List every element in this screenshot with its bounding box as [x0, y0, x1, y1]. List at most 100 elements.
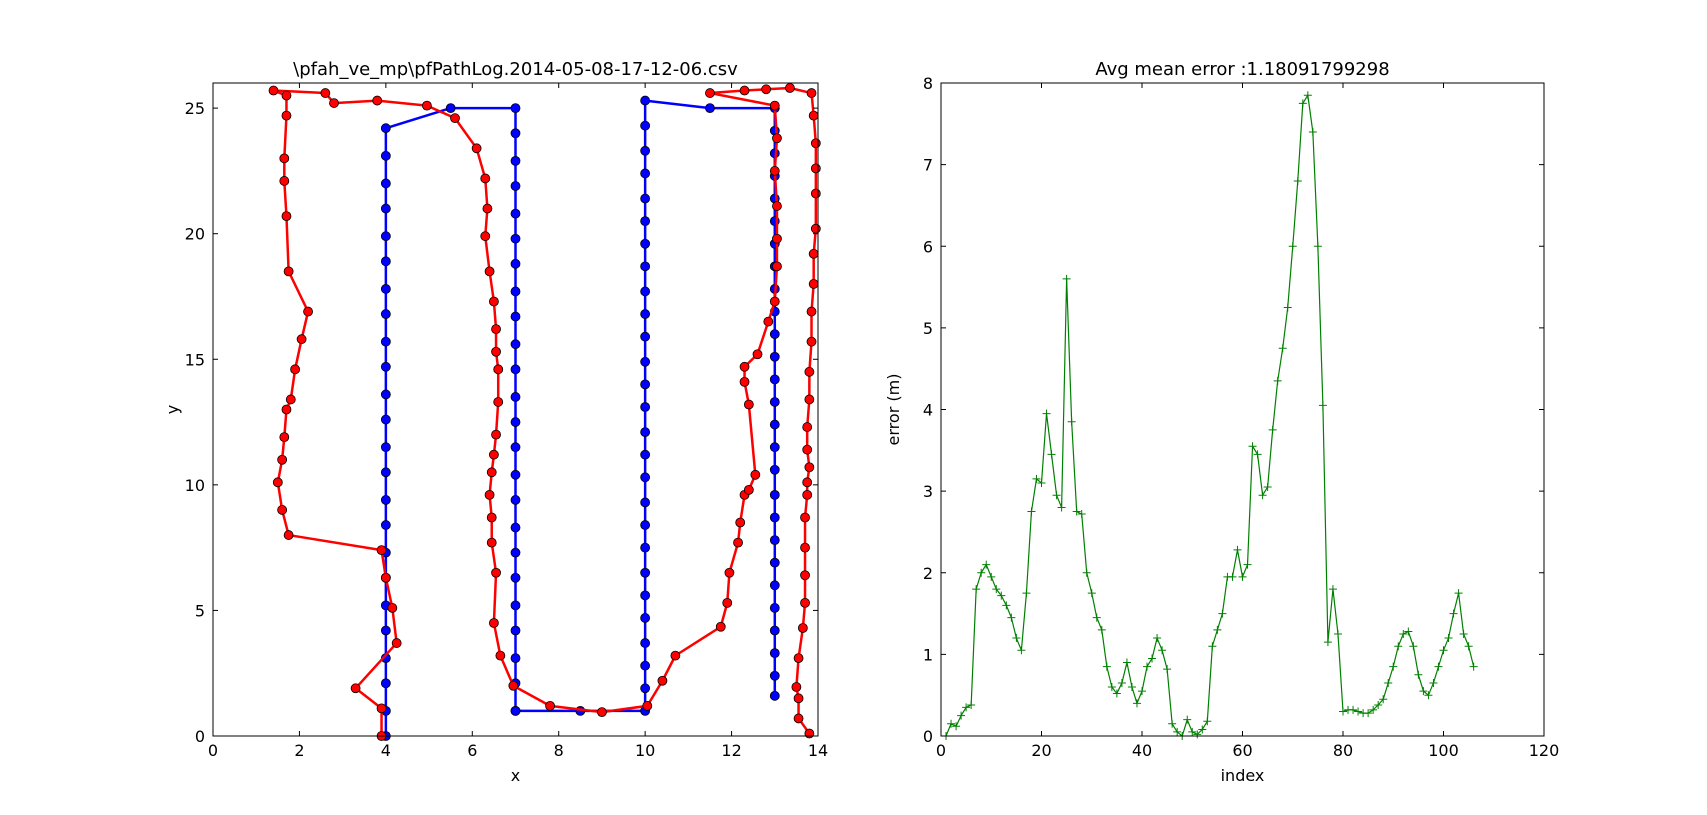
- data-point: [380, 309, 391, 319]
- data-point: [510, 103, 521, 114]
- data-point: [488, 296, 499, 307]
- data-point: [1082, 568, 1091, 577]
- data-point: [1424, 691, 1433, 700]
- y-tick-label: 3: [923, 482, 933, 501]
- data-point: [380, 572, 391, 583]
- data-point: [785, 83, 795, 93]
- data-point: [1318, 401, 1327, 410]
- y-tick-label: 1: [923, 645, 933, 664]
- data-point: [1288, 242, 1297, 251]
- data-point: [802, 489, 813, 500]
- data-point: [283, 530, 294, 540]
- data-point: [640, 309, 651, 319]
- data-point: [329, 98, 339, 108]
- data-point: [510, 339, 521, 350]
- data-point: [279, 153, 290, 164]
- data-point: [769, 296, 780, 307]
- data-point: [997, 591, 1006, 600]
- y-axis-label: y: [163, 405, 182, 414]
- data-point: [1168, 719, 1177, 728]
- data-point: [962, 703, 971, 712]
- data-point: [279, 176, 290, 186]
- data-point: [722, 597, 733, 608]
- data-point: [1107, 683, 1116, 692]
- data-point: [1072, 507, 1081, 516]
- data-point: [495, 650, 506, 661]
- data-point: [769, 557, 780, 568]
- data-point: [1339, 707, 1347, 716]
- x-axis-label: index: [1221, 766, 1265, 785]
- data-point: [1057, 503, 1066, 512]
- data-point: [1364, 709, 1373, 718]
- data-point: [800, 512, 810, 523]
- data-point: [810, 138, 821, 149]
- data-point: [1203, 717, 1212, 726]
- data-point: [1434, 662, 1443, 671]
- data-point: [1238, 572, 1247, 581]
- data-point: [471, 143, 482, 154]
- data-point: [510, 547, 521, 558]
- data-point: [380, 123, 391, 134]
- data-point: [640, 356, 651, 367]
- data-point: [277, 454, 288, 465]
- data-point: [769, 442, 780, 453]
- data-point: [1303, 91, 1312, 100]
- data-point: [510, 155, 521, 166]
- data-point: [769, 397, 780, 407]
- data-point: [808, 110, 819, 121]
- data-point: [640, 402, 651, 412]
- data-point: [800, 597, 810, 608]
- data-point: [283, 266, 294, 277]
- data-point: [1333, 629, 1342, 638]
- data-point: [769, 670, 780, 681]
- data-point: [1444, 634, 1453, 643]
- data-point: [977, 568, 986, 577]
- data-line: [384, 99, 777, 736]
- data-point: [1278, 344, 1287, 353]
- data-point: [493, 397, 504, 407]
- data-point: [802, 477, 813, 488]
- data-point: [450, 113, 460, 124]
- data-point: [391, 638, 402, 648]
- data-point: [491, 324, 501, 335]
- data-point: [510, 495, 521, 505]
- data-point: [290, 364, 301, 375]
- data-point: [1459, 629, 1468, 638]
- data-point: [1273, 376, 1282, 385]
- data-point: [1399, 629, 1408, 638]
- data-point: [380, 678, 391, 689]
- chart-title: Avg mean error :1.18091799298: [1095, 59, 1389, 80]
- data-point: [800, 542, 810, 553]
- data-point: [380, 203, 391, 214]
- data-point: [1188, 727, 1197, 736]
- data-point: [1414, 670, 1423, 679]
- data-point: [769, 464, 780, 475]
- data-point: [380, 150, 391, 161]
- data-point: [1349, 705, 1358, 714]
- data-point: [769, 580, 780, 591]
- data-point: [763, 316, 774, 327]
- data-point: [752, 349, 763, 360]
- data-point: [769, 419, 780, 430]
- x-tick-label: 8: [554, 741, 564, 760]
- data-point: [1012, 634, 1021, 643]
- data-point: [1097, 625, 1106, 634]
- data-point: [802, 422, 813, 432]
- data-point: [380, 256, 391, 267]
- data-point: [640, 379, 651, 390]
- data-point: [380, 442, 391, 453]
- data-point: [640, 193, 651, 204]
- data-point: [380, 336, 391, 347]
- data-point: [769, 489, 780, 500]
- data-point: [1464, 642, 1473, 651]
- data-point: [1298, 99, 1307, 108]
- x-tick-label: 10: [635, 741, 655, 760]
- data-point: [545, 700, 555, 711]
- data-point: [800, 570, 810, 581]
- data-point: [350, 683, 361, 694]
- data-point: [303, 306, 313, 317]
- data-point: [739, 85, 750, 96]
- data-point: [510, 417, 521, 427]
- axes-frame: [212, 82, 819, 737]
- data-point: [268, 85, 279, 96]
